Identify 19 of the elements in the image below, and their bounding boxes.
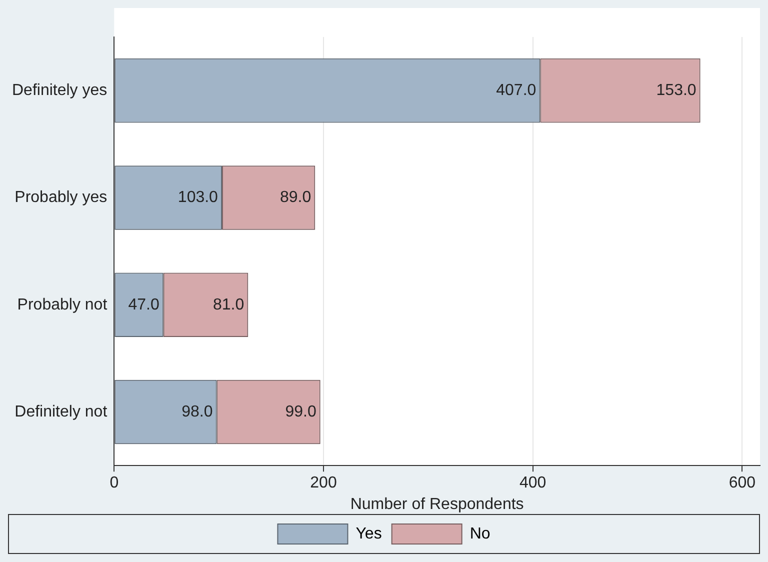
data-label: 99.0	[285, 403, 316, 420]
legend-label: No	[470, 525, 490, 542]
data-label: 103.0	[178, 189, 218, 206]
data-label: 47.0	[128, 296, 160, 314]
data-label: 407.0	[496, 82, 536, 99]
legend-label: Yes	[356, 525, 382, 542]
x-tick-label: 200	[310, 474, 337, 492]
y-tick-label: Definitely yes	[12, 82, 108, 99]
x-tick-label: 600	[728, 474, 756, 492]
x-tick-label: 400	[520, 474, 546, 492]
data-label: 89.0	[280, 189, 312, 206]
y-tick-label: Definitely not	[14, 403, 108, 420]
x-axis-title: Number of Respondents	[350, 496, 524, 513]
data-label: 98.0	[182, 403, 213, 420]
x-tick-label: 0	[110, 474, 119, 492]
data-label: 153.0	[656, 82, 696, 99]
y-tick-label: Probably yes	[14, 189, 108, 206]
data-label: 81.0	[212, 296, 244, 314]
y-tick-label: Probably not	[17, 296, 108, 314]
